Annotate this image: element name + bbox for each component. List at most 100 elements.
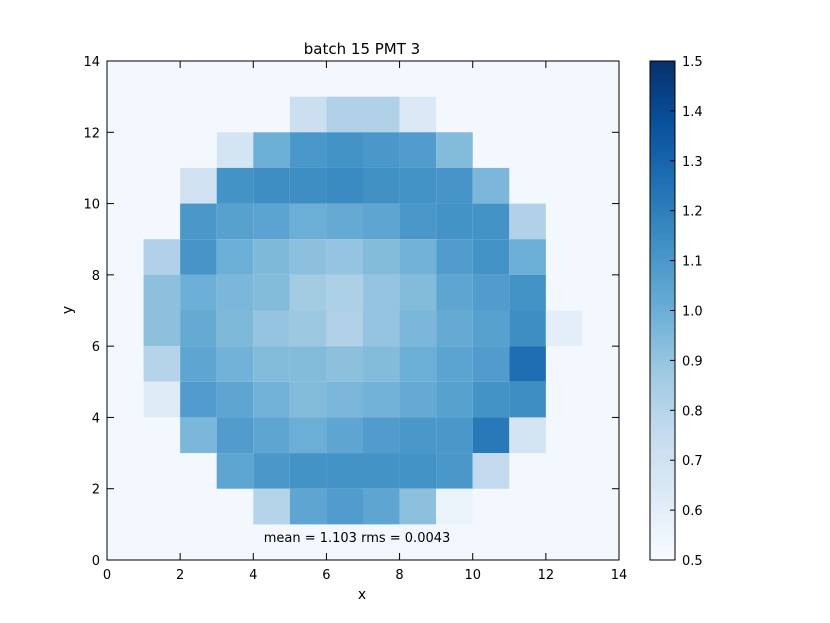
heatmap-cell: [289, 132, 327, 168]
heatmap-cell: [399, 346, 437, 382]
heatmap-cell: [216, 132, 254, 168]
heatmap-cell: [363, 453, 400, 489]
heatmap-cell: [289, 453, 327, 489]
heatmap-cell: [326, 310, 363, 347]
heatmap-cell: [326, 381, 363, 418]
heatmap-cell: [289, 203, 327, 240]
heatmap-cell: [363, 96, 400, 133]
heatmap-cell: [216, 239, 254, 275]
heatmap-cell: [363, 203, 400, 240]
heatmap-cell: [180, 274, 217, 311]
heatmap-cell: [399, 167, 437, 204]
colorbar-tick-label: 0.5: [682, 554, 703, 569]
heatmap-cell: [399, 203, 437, 240]
heatmap-cell: [326, 346, 363, 382]
heatmap-cell: [399, 96, 437, 133]
heatmap-cell: [180, 346, 217, 382]
heatmap-cell: [399, 239, 437, 275]
x-tick-label: 10: [464, 568, 481, 583]
colorbar-tick-label: 1.5: [682, 55, 703, 70]
chart-title: batch 15 PMT 3: [304, 40, 420, 58]
y-tick-label: 10: [83, 198, 100, 213]
heatmap-cell: [399, 381, 437, 418]
heatmap-cell: [472, 310, 510, 347]
heatmap-cell: [509, 381, 546, 418]
heatmap-cell: [472, 453, 510, 489]
heatmap-cell: [216, 167, 254, 204]
y-tick-label: 2: [92, 483, 100, 498]
heatmap-cell: [436, 167, 473, 204]
colorbar-tick-label: 0.9: [682, 354, 703, 369]
heatmap-cell: [436, 239, 473, 275]
x-tick-label: 14: [611, 568, 628, 583]
heatmap-cell: [363, 274, 400, 311]
heatmap-cell: [253, 239, 290, 275]
heatmap-cell: [289, 239, 327, 275]
x-tick-label: 4: [249, 568, 257, 583]
x-tick-label: 12: [538, 568, 555, 583]
heatmap-cell: [472, 239, 510, 275]
heatmap-cell: [363, 132, 400, 168]
heatmap-cell: [436, 381, 473, 418]
heatmap-cell: [509, 239, 546, 275]
x-axis-label: x: [358, 587, 366, 603]
y-tick-label: 0: [92, 554, 100, 569]
heatmap-cell: [253, 167, 290, 204]
heatmap-cell: [253, 274, 290, 311]
heatmap-cell: [253, 453, 290, 489]
x-tick-label: 2: [176, 568, 184, 583]
x-tick-label: 0: [103, 568, 111, 583]
y-tick-label: 14: [83, 55, 100, 70]
heatmap-cell: [216, 453, 254, 489]
heatmap-cell: [472, 381, 510, 418]
heatmap-cell: [289, 488, 327, 525]
heatmap-cell: [399, 310, 437, 347]
colorbar-tick-label: 0.6: [682, 504, 703, 519]
heatmap-cell: [363, 239, 400, 275]
heatmap-cell: [180, 310, 217, 347]
heatmap-cell: [216, 203, 254, 240]
heatmap-cell: [253, 488, 290, 525]
stats-annotation: mean = 1.103 rms = 0.0043: [264, 531, 451, 546]
heatmap-cell: [472, 346, 510, 382]
heatmap-cell: [326, 417, 363, 454]
heatmap-cell: [180, 381, 217, 418]
heatmap-cell: [545, 310, 583, 347]
heatmap-cell: [436, 274, 473, 311]
y-tick-label: 6: [92, 340, 100, 355]
heatmap-cell: [399, 132, 437, 168]
heatmap-cell: [326, 453, 363, 489]
heatmap-cell: [363, 488, 400, 525]
heatmap-cell: [143, 310, 181, 347]
heatmap-cell: [253, 417, 290, 454]
heatmap-cell: [216, 346, 254, 382]
heatmap-cell: [253, 310, 290, 347]
heatmap-cell: [216, 274, 254, 311]
colorbar-tick-label: 1.4: [682, 105, 703, 120]
heatmap-cell: [143, 239, 181, 275]
heatmap-cell: [216, 310, 254, 347]
heatmap-cell: [289, 381, 327, 418]
heatmap-cell: [436, 203, 473, 240]
heatmap-cell: [289, 274, 327, 311]
colorbar-tick-label: 1.2: [682, 205, 703, 220]
heatmap-cell: [436, 488, 473, 525]
colorbar-tick-label: 1.1: [682, 255, 703, 270]
heatmap-cell: [363, 417, 400, 454]
heatmap-cell: [289, 310, 327, 347]
heatmap-cell: [436, 346, 473, 382]
heatmap-cell: [472, 203, 510, 240]
heatmap-cell: [143, 346, 181, 382]
heatmap-cell: [253, 381, 290, 418]
heatmap-cell: [363, 167, 400, 204]
heatmap-cell: [143, 274, 181, 311]
plot-frame: [106, 60, 620, 561]
y-tick-label: 8: [92, 269, 100, 284]
heatmap-cell: [326, 274, 363, 311]
heatmap-cell: [399, 488, 437, 525]
heatmap-cell: [180, 167, 217, 204]
heatmap-cell: [326, 203, 363, 240]
plot-area: 0 2 4 6 8 10 12 14 0 2 4 6 8 10 12 14: [83, 55, 627, 583]
heatmap-cell: [436, 132, 473, 168]
